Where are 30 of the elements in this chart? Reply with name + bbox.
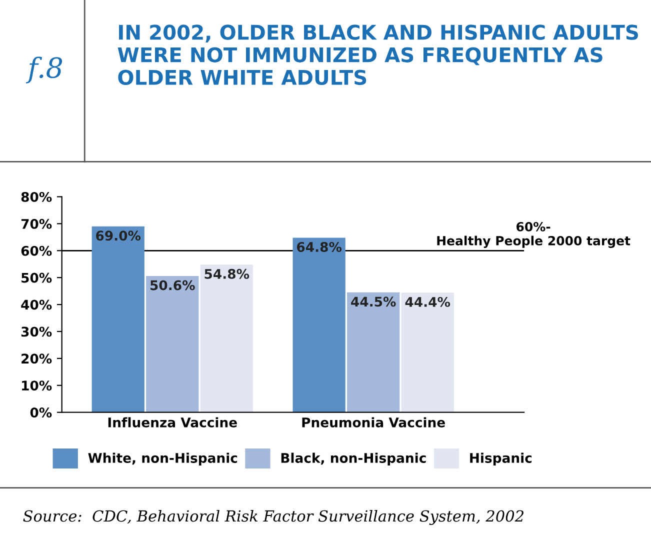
data-label: 44.5% [351, 296, 396, 307]
y-tick-label: 40% [21, 300, 52, 310]
chart-title: IN 2002, OLDER BLACK AND HISPANIC ADULTS WERE NOT IMMUNIZED AS FREQUENTLY AS OLDER WHITE ADULTS [118, 24, 638, 85]
source-note: Source: CDC, Behavioral Risk Factor Surveillance System, 2002 [23, 510, 524, 525]
data-label: 54.8% [204, 268, 250, 279]
bar [347, 292, 400, 412]
legend-label: Black, non-Hispanic [281, 452, 426, 466]
data-label: 50.6% [150, 280, 195, 290]
x-tick-label: Pneumonia Vaccine [302, 417, 445, 428]
bar [401, 292, 454, 412]
data-label: 69.0% [96, 230, 141, 241]
text: f.8 [26, 56, 62, 84]
y-tick-label: 50% [22, 272, 52, 283]
y-tick-label: 70% [21, 218, 52, 229]
bar [200, 264, 253, 412]
bar [292, 238, 346, 412]
bar [146, 276, 199, 412]
y-tick-label: 0% [30, 408, 52, 418]
data-label: 64.8% [297, 242, 342, 252]
ref-line-label: 60%- Healthy People 2000 target [437, 222, 630, 248]
y-tick-label: 20% [22, 354, 52, 364]
bar [92, 226, 144, 412]
data-label: 44.4% [405, 296, 450, 307]
y-tick-label: 30% [21, 326, 52, 337]
y-tick-label: 10% [22, 380, 52, 391]
x-tick-label: Influenza Vaccine [108, 417, 237, 428]
legend-label: White, non-Hispanic [88, 452, 238, 466]
legend-label: Hispanic [470, 452, 532, 466]
y-tick-label: 80% [21, 192, 52, 202]
y-tick-label: 60% [21, 246, 52, 256]
